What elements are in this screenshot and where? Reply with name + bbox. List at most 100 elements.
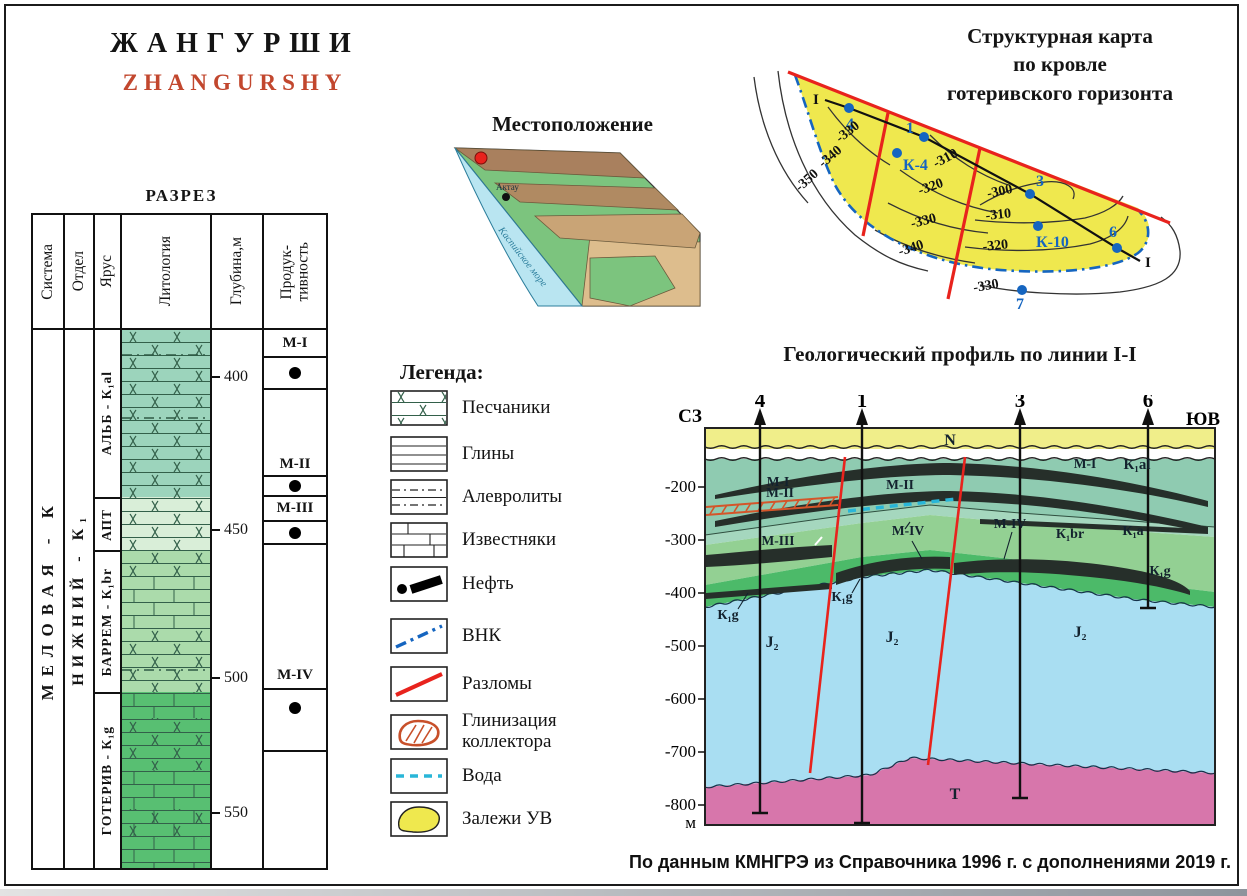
wavy-unconformity-2: [704, 457, 1216, 461]
legend-item-oil: Нефть: [390, 566, 632, 602]
column-header-depth: Глубина,м: [210, 215, 262, 330]
stratigraphic-table: Система Отдел Ярус Литология Глубина,м П…: [31, 213, 328, 870]
label-leader-lines: [737, 521, 1013, 610]
label-m4-mid: М-IV: [892, 523, 924, 538]
section-title: РАЗРЕЗ: [145, 186, 218, 205]
label-k1br: К₁br: [1056, 527, 1084, 542]
wellbore-line: [854, 425, 870, 825]
profile-well-4: 4: [752, 395, 768, 815]
page-edge-strip: [0, 889, 1247, 896]
oil-symbol-icon: [390, 566, 448, 602]
label-j2-right: J₂: [1074, 624, 1087, 641]
location-map: Актау Каспийское море: [453, 147, 701, 307]
profile-fault-2: [926, 456, 967, 766]
contour-label-320b: -320: [982, 237, 1009, 255]
tick-mark: [212, 812, 220, 814]
stage-alb: АЛЬБ - К₁al: [93, 330, 120, 497]
tick-mark: [212, 677, 220, 679]
vnk-contact-line: [793, 74, 1150, 273]
contour-line-310b: [974, 195, 1124, 224]
depth-label-700: -700: [665, 742, 696, 761]
oil-mark-m1: [264, 358, 326, 390]
tick-mark: [212, 376, 220, 378]
well-label-1: 1: [906, 120, 914, 137]
siltstone-pattern-icon: [390, 479, 448, 515]
structure-map-title-line2: по кровле: [1013, 52, 1107, 77]
contour-line-340-outer: [777, 70, 929, 272]
column-header-stage: Ярус: [93, 215, 120, 330]
contour-line-330b: [887, 202, 989, 234]
lithology-column: [120, 330, 210, 868]
city-dot: [502, 193, 510, 201]
water-line-icon: [390, 758, 448, 794]
depth-label-500: -500: [665, 636, 696, 655]
well-dot-6: [1112, 243, 1122, 253]
structure-map-title-line1: Структурная карта: [967, 24, 1153, 48]
well-label-6: 6: [1109, 224, 1117, 241]
well-dot-k4: [892, 148, 902, 158]
wellbore-line: [1140, 425, 1156, 610]
series-cell: НИЖНИЙ - К₁: [63, 330, 93, 868]
trace-label-right: I: [1145, 255, 1151, 271]
profile-title: Геологический профиль по линии I-I: [783, 342, 1137, 366]
well-dot-1: [919, 132, 929, 142]
label-k1a: К₁a: [1122, 524, 1143, 539]
label-triassic: T: [950, 786, 961, 803]
profile-well-1: 1: [854, 395, 870, 825]
m3-white-tick: [814, 536, 823, 546]
oil-mark-m4: [264, 690, 326, 752]
well-label-7: 7: [1016, 296, 1024, 313]
profile-well-label-3: 3: [1015, 395, 1026, 412]
legend-item-limestone: Известняки: [390, 522, 632, 558]
oil-dot-icon: [289, 702, 301, 714]
label-m1-left: М-I: [767, 474, 790, 489]
well-dot-7: [1017, 285, 1027, 295]
water-contact-line: [847, 497, 957, 513]
oil-dot-icon: [289, 480, 301, 492]
field-title-en: ZHANGURSHY: [122, 70, 348, 95]
m3-sand-lens: [706, 545, 832, 567]
well-label-k4: К-4: [903, 157, 928, 174]
structure-map: 4 1 К-4 3 К-10 6 7 I I -330 -340 -350 -3…: [753, 70, 1181, 313]
contour-line-300: [979, 181, 1075, 206]
well-dot-4: [844, 103, 854, 113]
label-k1al: К₁al: [1123, 457, 1150, 473]
trace-label-left: I: [813, 92, 819, 108]
well-dot-k10: [1033, 221, 1043, 231]
label-m3: М-III: [762, 533, 795, 548]
contour-label-310b: -310: [985, 206, 1012, 224]
column-header-series: Отдел: [63, 215, 93, 330]
legend-item-vnk: ВНК: [390, 618, 632, 654]
clay-pattern-icon: [390, 436, 448, 472]
contour-line-320b: [964, 215, 1129, 252]
depth-unit-label: м: [685, 813, 696, 832]
label-k1g-mid: К₁g: [831, 590, 852, 605]
label-k1g-right: К₁g: [1149, 564, 1170, 579]
reservoir-label-m1: М-I: [264, 330, 326, 358]
label-k1g-left: К₁g: [717, 608, 738, 623]
legend-item-faults: Разломы: [390, 666, 632, 702]
geological-profile: 4 1 3 6 СЗ ЮВ -200 -300 -400 -500 -600: [665, 395, 1221, 832]
city-label: Актау: [496, 182, 519, 192]
label-m2-left: М-II: [766, 485, 794, 500]
field-location-marker: [474, 151, 488, 165]
stage-barrem: БАРРЕМ - К₁br: [93, 550, 120, 692]
depth-label-200: -200: [665, 477, 696, 496]
well-label-4: 4: [846, 116, 854, 133]
wavy-j2-t-boundary: [704, 756, 1216, 789]
well-label-3: 3: [1036, 173, 1044, 190]
well-label-k10: К-10: [1036, 234, 1069, 251]
direction-se-label: ЮВ: [1186, 409, 1220, 430]
fault-line-cross2: [946, 147, 982, 300]
contour-line-310a: [929, 134, 1009, 186]
depth-tick-500: 500: [212, 669, 248, 687]
mountain-band-3: [533, 213, 701, 249]
column-header-system: Система: [33, 215, 63, 330]
depth-label-300: -300: [665, 530, 696, 549]
contour-label-300: -300: [986, 182, 1014, 202]
legend-item-shale-out: Глинизация коллектора: [390, 710, 632, 753]
profile-frame: [704, 427, 1216, 826]
field-title-ru: ЖАНГУРШИ: [110, 28, 360, 59]
fault-line-cross1: [861, 112, 890, 237]
profile-well-label-6: 6: [1143, 395, 1154, 412]
